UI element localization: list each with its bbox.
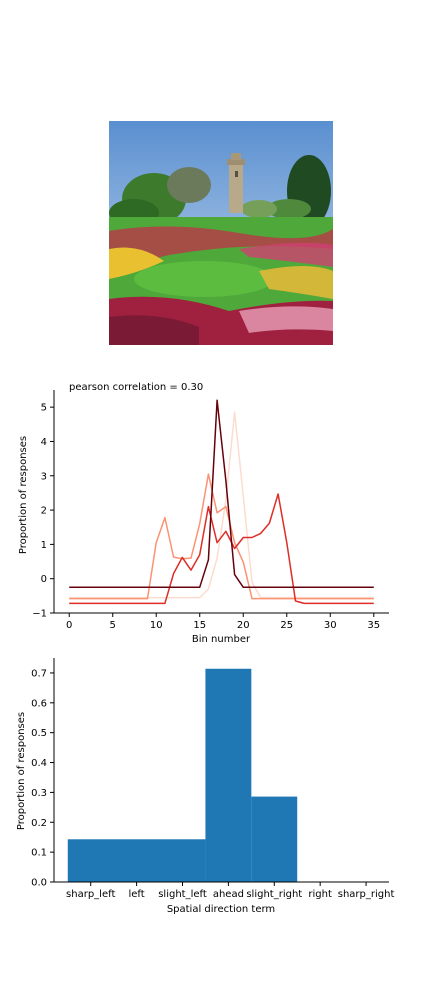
category-label: slight_left — [158, 889, 207, 900]
bar — [251, 796, 298, 882]
y-tick-label: −1 — [32, 609, 47, 620]
series-line — [69, 399, 374, 589]
y-tick-label: 0.3 — [31, 788, 47, 799]
category-tick-group: sharp_left left slight_left ahead slight_rig… — [66, 882, 394, 900]
x-tick-group: 0 5 10 15 20 25 30 35 — [66, 613, 380, 631]
y-tick-label: 2 — [41, 506, 47, 517]
y-tick-label: 1 — [41, 540, 47, 551]
y-tick-group: 0.0 0.1 0.2 0.3 0.4 0.5 0.6 0.7 — [31, 668, 54, 889]
x-axis-label: Spatial direction term — [167, 904, 275, 915]
line-series-group — [69, 399, 374, 605]
y-tick-label: 0 — [41, 574, 47, 585]
x-axis-label: Bin number — [192, 634, 251, 645]
bar-chart: sharp_left left slight_left ahead slight_rig… — [16, 658, 394, 915]
x-tick-label: 15 — [193, 620, 206, 631]
category-label: slight_right — [246, 889, 302, 900]
y-tick-label: 0.6 — [31, 698, 47, 709]
y-tick-label: 0.0 — [31, 878, 47, 889]
y-tick-label: 0.5 — [31, 728, 47, 739]
chart-title: pearson correlation = 0.30 — [69, 382, 203, 393]
y-tick-label: 5 — [41, 403, 47, 414]
x-tick-label: 0 — [66, 620, 72, 631]
category-label: sharp_left — [66, 889, 115, 900]
y-tick-label: 4 — [41, 437, 47, 448]
bar-chart-axes — [53, 658, 389, 883]
y-axis-label: Proportion of responses — [16, 712, 27, 830]
y-tick-label: 0.1 — [31, 848, 47, 859]
line-chart-axes — [53, 390, 389, 614]
x-tick-label: 5 — [110, 620, 116, 631]
x-tick-label: 35 — [367, 620, 380, 631]
y-axis-label: Proportion of responses — [18, 436, 29, 554]
line-chart: pearson correlation = 0.30 0 5 10 15 20 25 30 3… — [18, 382, 389, 645]
bar — [205, 668, 252, 882]
x-tick-label: 25 — [280, 620, 293, 631]
y-tick-label: 0.2 — [31, 818, 47, 829]
y-tick-group: −1 0 1 2 3 4 5 — [32, 403, 54, 620]
category-label: right — [308, 889, 332, 900]
y-tick-label: 0.4 — [31, 758, 47, 769]
category-label: sharp_right — [338, 889, 395, 900]
series-line — [69, 411, 374, 599]
x-tick-label: 30 — [324, 620, 337, 631]
x-tick-label: 10 — [150, 620, 163, 631]
y-tick-label: 3 — [41, 471, 47, 482]
series-line — [69, 493, 374, 605]
x-tick-label: 20 — [237, 620, 250, 631]
series-line — [69, 473, 374, 600]
bar — [67, 839, 206, 882]
y-tick-label: 0.7 — [31, 668, 47, 679]
category-label: ahead — [213, 889, 244, 900]
category-label: left — [129, 889, 145, 900]
bar-group — [67, 668, 298, 882]
garden-photo — [109, 121, 333, 345]
